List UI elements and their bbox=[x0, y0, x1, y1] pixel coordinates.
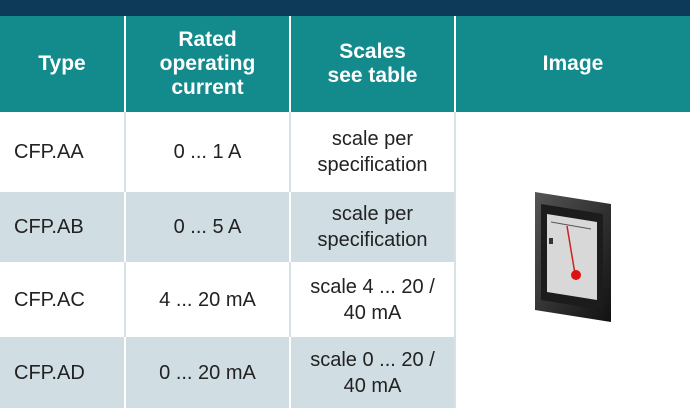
header-cell: Type bbox=[0, 16, 125, 112]
cell: scale 0 ... 20 / 40 mA bbox=[289, 337, 455, 408]
product-table: Type Rated operating current Scales see … bbox=[0, 16, 690, 408]
cell: scale per specification bbox=[289, 112, 455, 192]
row: CFP.AC 4 ... 20 mA scale 4 ... 20 / 40 m… bbox=[0, 262, 690, 337]
meter-image bbox=[535, 191, 611, 322]
top-strip bbox=[0, 0, 690, 16]
cell: 0 ... 1 A bbox=[124, 112, 290, 192]
cell: scale 4 ... 20 / 40 mA bbox=[289, 262, 455, 337]
image-cell bbox=[454, 112, 690, 408]
header-cell: Scales see table bbox=[289, 16, 455, 112]
cell: CFP.AA bbox=[0, 112, 125, 192]
cell: CFP.AB bbox=[0, 192, 125, 262]
cell: 0 ... 20 mA bbox=[124, 337, 290, 408]
cell: 0 ... 5 A bbox=[124, 192, 290, 262]
row: CFP.AB 0 ... 5 A scale per specification bbox=[0, 192, 690, 262]
cell: scale per specification bbox=[289, 192, 455, 262]
row: CFP.AD 0 ... 20 mA scale 0 ... 20 / 40 m… bbox=[0, 337, 690, 408]
row: CFP.AA 0 ... 1 A scale per specification bbox=[0, 112, 690, 408]
header-row: Type Rated operating current Scales see … bbox=[0, 16, 690, 112]
header-cell: Rated operating current bbox=[124, 16, 290, 112]
header-cell: Image bbox=[454, 16, 690, 112]
cell: CFP.AC bbox=[0, 262, 125, 337]
cell: 4 ... 20 mA bbox=[124, 262, 290, 337]
cell: CFP.AD bbox=[0, 337, 125, 408]
